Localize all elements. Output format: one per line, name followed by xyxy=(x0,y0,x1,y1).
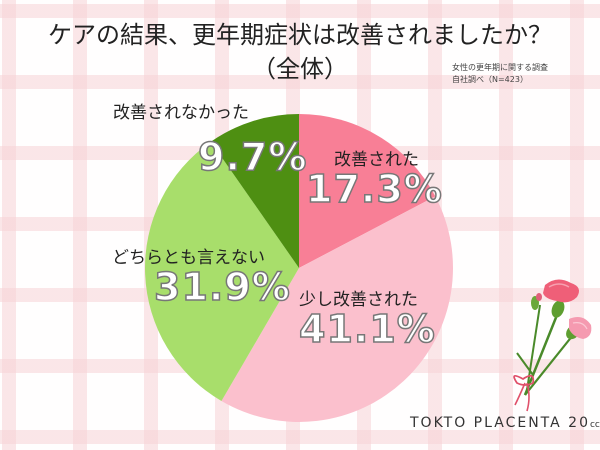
slice-pct-improved: 17.3% xyxy=(305,166,443,212)
pie-slice-improved xyxy=(299,114,436,268)
pie-slice-slightly-improved xyxy=(221,196,454,423)
brand-logo: TOKTO PLACENTA 20cc xyxy=(410,415,600,431)
chart-title: ケアの結果、更年期症状は改善されましたか？ xyxy=(48,21,552,49)
source-note: 女性の更年期に関する調査 自社調べ（N=423） xyxy=(452,62,548,86)
pie-slice-not-improved xyxy=(210,114,299,268)
slice-label-slightly-improved: 少し改善された xyxy=(299,290,418,310)
slice-pct-neutral: 31.9% xyxy=(153,264,291,310)
chart-subtitle: （全体） xyxy=(252,55,348,83)
source-line-2: 自社調べ（N=423） xyxy=(452,75,528,84)
slice-label-improved: 改善された xyxy=(334,150,419,170)
slice-pct-slightly-improved: 41.1% xyxy=(298,306,436,352)
pie-slice-neutral xyxy=(145,141,299,402)
slice-pct-not-improved: 9.7% xyxy=(197,134,308,180)
brand-suffix: cc xyxy=(589,420,600,430)
carnation-flower-icon xyxy=(513,279,592,412)
source-line-1: 女性の更年期に関する調査 xyxy=(452,63,548,72)
slice-label-not-improved: 改善されなかった xyxy=(113,103,249,123)
brand-name: TOKTO PLACENTA 20 xyxy=(410,415,590,431)
slice-label-neutral: どちらとも言えない xyxy=(112,248,265,268)
pie-slices xyxy=(145,114,454,423)
